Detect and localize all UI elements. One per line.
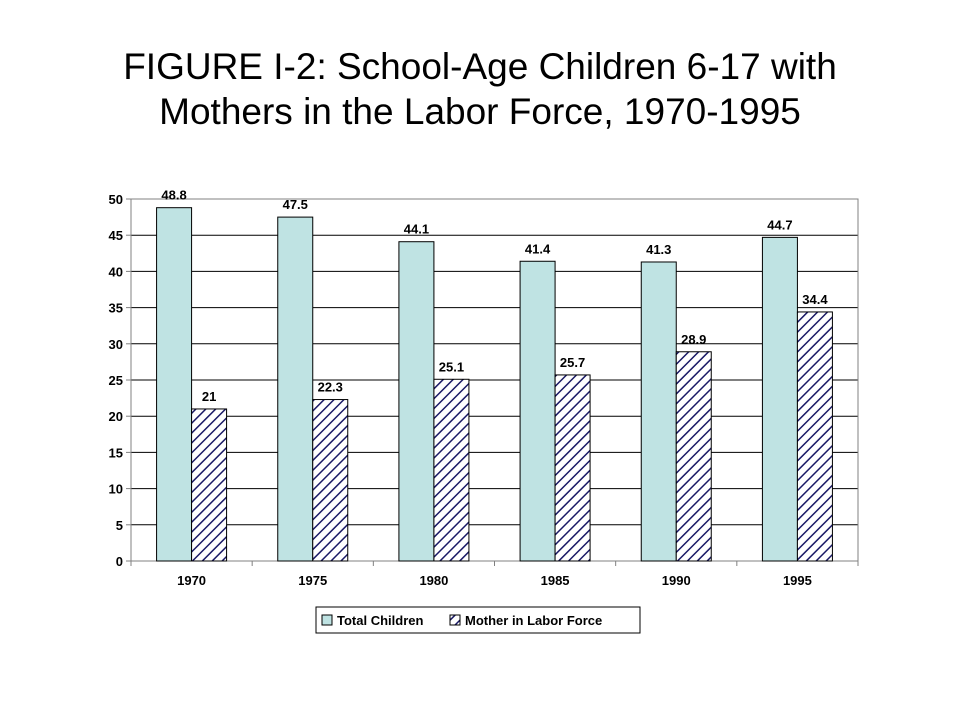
y-tick-label: 35 (109, 301, 123, 316)
data-label: 41.4 (525, 241, 551, 256)
bar-mother-in-labor-force (433, 378, 470, 562)
bar-mother-in-labor-force (191, 408, 228, 562)
legend-swatch-total-children (321, 614, 333, 626)
y-tick-label: 50 (109, 192, 123, 207)
bar-mother-in-labor-force (312, 399, 349, 562)
data-label: 25.1 (439, 359, 464, 374)
data-label: 22.3 (318, 380, 343, 395)
data-label: 48.8 (161, 188, 186, 203)
y-tick-label: 20 (109, 409, 123, 424)
x-tick-label: 1970 (177, 573, 206, 588)
y-tick-label: 40 (109, 264, 123, 279)
data-label: 44.7 (767, 217, 792, 232)
bar-total-children (519, 260, 556, 562)
x-tick-label: 1985 (541, 573, 570, 588)
x-axis: 1970 1975 1980 1985 1990 1995 (130, 561, 859, 588)
bar-total-children (761, 236, 798, 562)
data-label: 44.1 (404, 222, 429, 237)
bars (156, 207, 833, 562)
y-axis: 0 5 10 15 20 25 30 35 40 45 50 (109, 192, 131, 569)
data-label: 25.7 (560, 355, 585, 370)
y-tick-label: 45 (109, 228, 123, 243)
legend-label-total-children: Total Children (337, 613, 423, 628)
data-label: 34.4 (802, 292, 828, 307)
bar-total-children (640, 261, 677, 562)
legend: Total Children Mother in Labor Force (315, 606, 641, 634)
y-tick-label: 25 (109, 373, 123, 388)
bar-mother-in-labor-force (554, 374, 591, 562)
bar-mother-in-labor-force (675, 351, 712, 562)
y-tick-label: 30 (109, 337, 123, 352)
y-tick-label: 0 (116, 554, 123, 569)
data-label: 21 (202, 389, 216, 404)
data-label: 28.9 (681, 332, 706, 347)
legend-box (315, 606, 641, 634)
gridlines (131, 234, 858, 526)
bar-total-children (398, 241, 435, 562)
title-line-2: Mothers in the Labor Force, 1970-1995 (159, 91, 801, 132)
bar-mother-in-labor-force (796, 311, 833, 562)
x-tick-label: 1995 (783, 573, 812, 588)
x-tick-label: 1980 (419, 573, 448, 588)
data-label: 41.3 (646, 242, 671, 257)
data-label: 47.5 (283, 197, 308, 212)
bar-total-children (156, 207, 193, 562)
y-tick-label: 10 (109, 482, 123, 497)
legend-label-mother-in-labor-force: Mother in Labor Force (465, 613, 602, 628)
data-labels: 48.8 21 47.5 22.3 44.1 25.1 41.4 25.7 41.3 28.9 44… (161, 188, 828, 404)
title-line-1: FIGURE I-2: School-Age Children 6-17 wit… (123, 46, 837, 87)
legend-swatch-mother-in-labor-force (449, 614, 461, 626)
y-tick-label: 15 (109, 445, 123, 460)
y-tick-label: 5 (116, 518, 123, 533)
x-tick-label: 1975 (298, 573, 327, 588)
bar-total-children (277, 216, 314, 562)
page-title: FIGURE I-2: School-Age Children 6-17 wit… (0, 44, 960, 134)
x-tick-label: 1990 (662, 573, 691, 588)
